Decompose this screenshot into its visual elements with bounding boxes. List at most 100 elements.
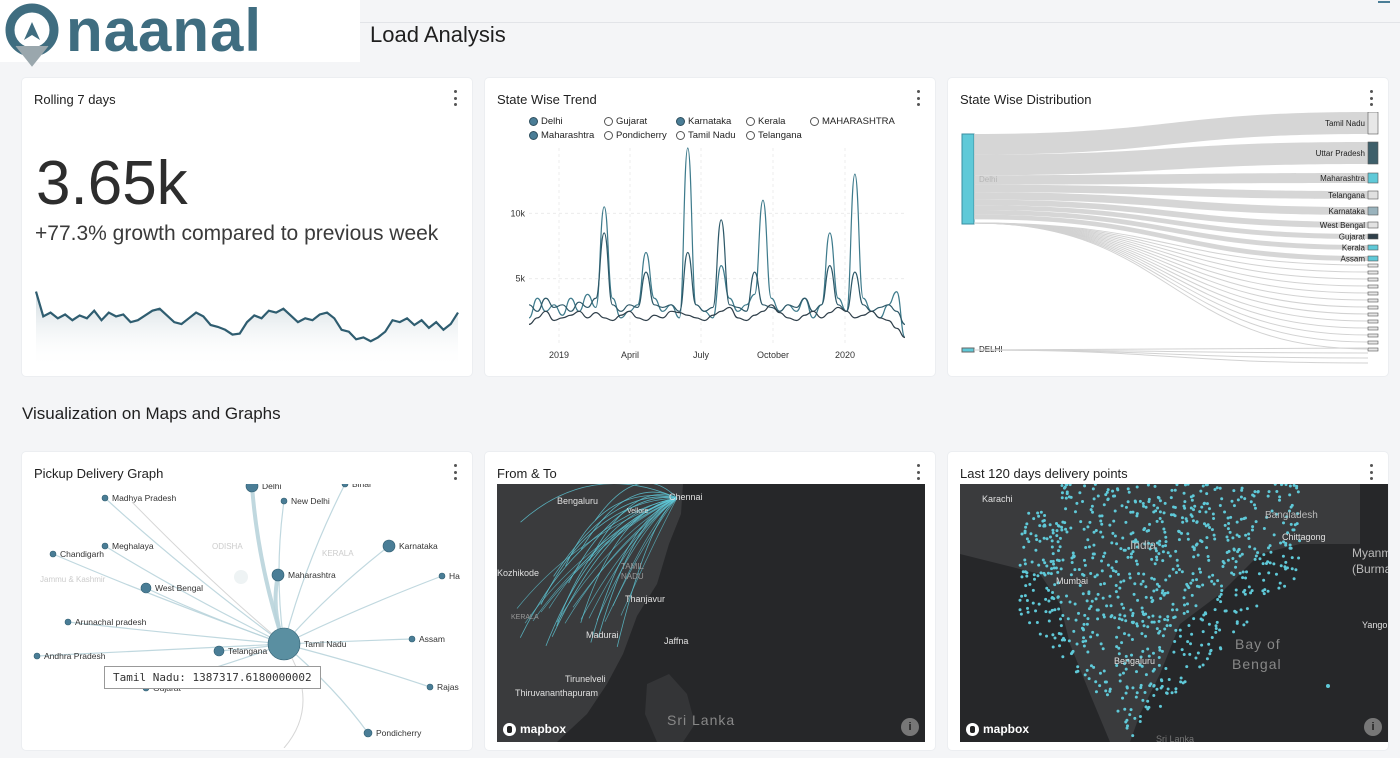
delivery-point: [1233, 504, 1236, 507]
legend-dot-icon: [529, 117, 538, 126]
delivery-point: [1117, 596, 1120, 599]
trend-card: State Wise Trend Delhi Gujarat Karnataka…: [485, 78, 935, 376]
delivery-point: [1128, 491, 1131, 494]
delivery-point: [1207, 643, 1210, 646]
mapbox-label: mapbox: [983, 722, 1029, 736]
delivery-point: [1106, 693, 1109, 696]
from-to-menu-icon[interactable]: [917, 464, 921, 480]
sankey-target-node: [1368, 299, 1378, 302]
delivery-point: [1029, 532, 1032, 535]
delivery-point: [1219, 646, 1222, 649]
delivery-point: [1032, 517, 1035, 520]
map-label: KERALA: [511, 614, 539, 621]
delivery-point: [1095, 597, 1098, 600]
delivery-point: [1122, 672, 1125, 675]
delivery-point: [1146, 648, 1149, 651]
delivery-point: [1083, 645, 1086, 648]
delivery-point: [1133, 717, 1136, 720]
map-label: Jaffna: [664, 636, 688, 646]
delivery-point: [1024, 562, 1027, 565]
delivery-point: [1051, 596, 1054, 599]
delivery-point: [1223, 511, 1226, 514]
delivery-point: [1251, 589, 1254, 592]
delivery-point: [1132, 612, 1135, 615]
delivery-point: [1141, 650, 1144, 653]
delivery-point: [1156, 520, 1159, 523]
delivery-point: [1247, 537, 1250, 540]
delivery-point: [1152, 589, 1155, 592]
delivery-point: [1172, 568, 1175, 571]
menu-icon[interactable]: [1378, 1, 1390, 3]
delivery-point: [1038, 540, 1041, 543]
mapbox-attribution[interactable]: mapbox: [503, 722, 566, 736]
delivery-point: [1147, 616, 1150, 619]
delivery-point: [1089, 572, 1092, 575]
info-icon[interactable]: i: [901, 718, 919, 736]
info-icon[interactable]: i: [1364, 718, 1382, 736]
trend-menu-icon[interactable]: [917, 90, 921, 106]
network-graph[interactable]: ODISHA KERALA Jammu & Kashmir Delhi Bihar Mad…: [22, 484, 472, 748]
delivery-point: [1208, 623, 1211, 626]
delivery-point: [1160, 687, 1163, 690]
delivery-point: [1142, 573, 1145, 576]
delivery-point: [1057, 608, 1060, 611]
graph-edge: [146, 588, 284, 644]
graph-menu-icon[interactable]: [454, 464, 458, 480]
points-menu-icon[interactable]: [1370, 464, 1374, 480]
delivery-point: [1075, 619, 1078, 622]
delivery-point: [1058, 644, 1061, 647]
delivery-point: [1267, 495, 1270, 498]
mapbox-attribution[interactable]: mapbox: [966, 722, 1029, 736]
legend-item[interactable]: Pondicherry: [604, 130, 667, 141]
delivery-point: [1079, 520, 1082, 523]
delivery-point: [1222, 560, 1225, 563]
delivery-point: [1031, 561, 1034, 564]
delivery-point: [1019, 599, 1022, 602]
delivery-point: [1117, 626, 1120, 629]
delivery-point: [1189, 582, 1192, 585]
distribution-menu-icon[interactable]: [1370, 90, 1374, 106]
delivery-point: [1164, 592, 1167, 595]
legend-item[interactable]: Kerala: [746, 116, 785, 127]
delivery-point: [1191, 545, 1194, 548]
legend-item[interactable]: MAHARASHTRA: [810, 116, 895, 127]
delivery-point: [1255, 520, 1258, 523]
delivery-point: [1119, 581, 1122, 584]
graph-ghost-label: KERALA: [322, 549, 354, 558]
delivery-point: [1025, 522, 1028, 525]
delivery-point: [1098, 684, 1101, 687]
legend-item[interactable]: Tamil Nadu: [676, 130, 736, 141]
delivery-point: [1255, 555, 1258, 558]
graph-node: [439, 573, 445, 579]
map-label: Chittagong: [1282, 532, 1326, 542]
legend-item[interactable]: Karnataka: [676, 116, 731, 127]
from-to-map[interactable]: Chennai Bengaluru Vellore Kozhikode TAMI…: [497, 484, 925, 742]
legend-item[interactable]: Delhi: [529, 116, 563, 127]
rolling-menu-icon[interactable]: [454, 90, 458, 106]
graph-node: [342, 484, 348, 487]
logo[interactable]: naanal: [0, 0, 360, 62]
delivery-point: [1082, 592, 1085, 595]
delivery-point: [1194, 604, 1197, 607]
legend-item[interactable]: Maharashtra: [529, 130, 594, 141]
delivery-point: [1172, 651, 1175, 654]
delivery-point: [1096, 609, 1099, 612]
legend-item[interactable]: Telangana: [746, 130, 802, 141]
delivery-point: [1162, 527, 1165, 530]
delivery-point: [1154, 562, 1157, 565]
graph-node: [141, 583, 151, 593]
delivery-point: [1144, 705, 1147, 708]
delivery-point: [1069, 527, 1072, 530]
delivery-point: [1047, 572, 1050, 575]
delivery-point: [1227, 517, 1230, 520]
delivery-point: [1156, 627, 1159, 630]
delivery-point: [1118, 652, 1121, 655]
delivery-point: [1190, 507, 1193, 510]
delivery-point: [1092, 487, 1095, 490]
delivery-point: [1110, 604, 1113, 607]
delivery-point: [1060, 526, 1063, 529]
legend-item[interactable]: Gujarat: [604, 116, 647, 127]
points-map[interactable]: Karachi Bangladesh Chittagong Myanmar (B…: [960, 484, 1388, 742]
delivery-point: [1146, 625, 1149, 628]
delivery-point: [1157, 552, 1160, 555]
